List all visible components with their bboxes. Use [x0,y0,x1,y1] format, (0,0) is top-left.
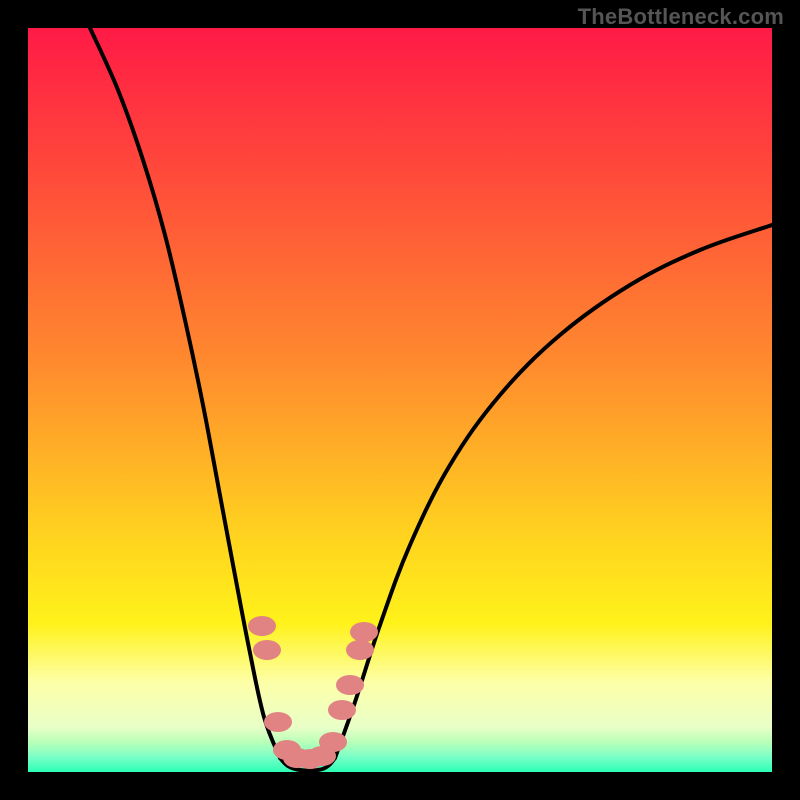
chart-frame: TheBottleneck.com [0,0,800,800]
marker-point [319,732,347,752]
marker-point [328,700,356,720]
curve-right-branch [335,225,772,758]
marker-point [264,712,292,732]
marker-point [253,640,281,660]
curve-left-branch [90,28,280,758]
marker-point [346,640,374,660]
curve-layer [0,0,800,800]
marker-point [248,616,276,636]
marker-point [336,675,364,695]
marker-point [350,622,378,642]
watermark-text: TheBottleneck.com [578,4,784,30]
